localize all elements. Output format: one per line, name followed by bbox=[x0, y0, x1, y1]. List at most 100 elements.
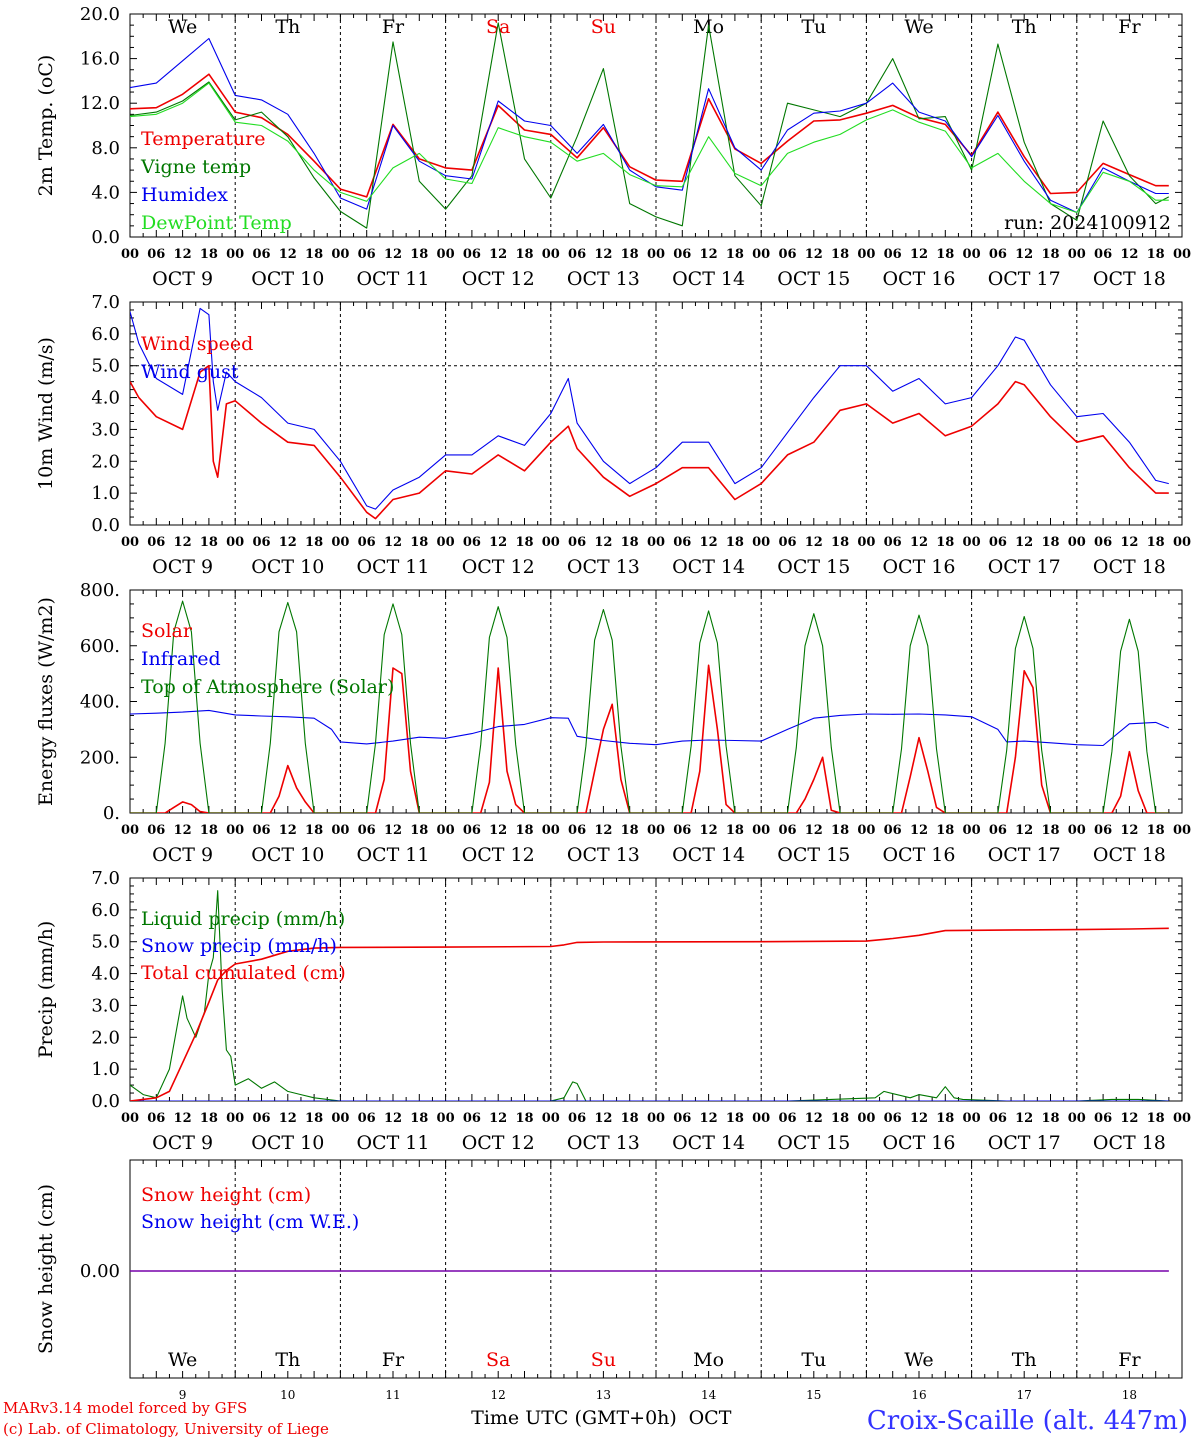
wind-hour-label: 12 bbox=[384, 535, 402, 550]
precip-hour-label: 06 bbox=[568, 1111, 586, 1126]
precip-hour-label: 12 bbox=[594, 1111, 612, 1126]
temperature-hour-label: 00 bbox=[752, 247, 770, 262]
temperature-ylabel: 2m Temp. (oC) bbox=[35, 55, 57, 197]
precip-hour-label: 00 bbox=[752, 1111, 770, 1126]
precip-date-label: OCT 15 bbox=[777, 1132, 850, 1154]
temperature-hour-label: 18 bbox=[410, 247, 428, 262]
wind-hour-label: 00 bbox=[752, 535, 770, 550]
temperature-legend-entry: Vigne temp bbox=[140, 156, 251, 178]
energy-hour-label: 06 bbox=[673, 823, 691, 838]
wind-hour-label: 00 bbox=[437, 535, 455, 550]
snow-weekday-label: Th bbox=[275, 1349, 300, 1371]
temperature-hour-label: 06 bbox=[147, 247, 165, 262]
temperature-hour-label: 06 bbox=[778, 247, 796, 262]
wind-ytick-label: 0.0 bbox=[91, 515, 120, 536]
precip-hour-label: 12 bbox=[174, 1111, 192, 1126]
energy-date-label: OCT 9 bbox=[152, 844, 213, 866]
precip-hour-label: 18 bbox=[1041, 1111, 1059, 1126]
temperature-hour-label: 12 bbox=[384, 247, 402, 262]
precip-hour-label: 12 bbox=[279, 1111, 297, 1126]
temperature-run-label: run: 2024100912 bbox=[1004, 212, 1171, 234]
wind-hour-label: 18 bbox=[515, 535, 533, 550]
wind-hour-label: 18 bbox=[726, 535, 744, 550]
model-credit: MARv3.14 model forced by GFS bbox=[3, 1399, 247, 1417]
snow-day-number: 11 bbox=[385, 1388, 400, 1402]
wind-hour-label: 12 bbox=[594, 535, 612, 550]
temperature-weekday-label: We bbox=[168, 16, 197, 38]
wind-hour-label: 18 bbox=[410, 535, 428, 550]
energy-hour-label: 00 bbox=[226, 823, 244, 838]
energy-legend-entry: Solar bbox=[141, 620, 193, 642]
wind-series-wind-gust bbox=[130, 307, 1169, 510]
temperature-hour-label: 18 bbox=[726, 247, 744, 262]
wind-ytick-label: 2.0 bbox=[91, 451, 120, 472]
precip-date-label: OCT 10 bbox=[251, 1132, 324, 1154]
precip-date-label: OCT 9 bbox=[152, 1132, 213, 1154]
precip-hour-label: 06 bbox=[778, 1111, 796, 1126]
energy-date-label: OCT 17 bbox=[988, 844, 1061, 866]
wind-hour-label: 00 bbox=[963, 535, 981, 550]
temperature-hour-label: 18 bbox=[515, 247, 533, 262]
snow-weekday-label: Su bbox=[591, 1349, 616, 1371]
temperature-hour-label: 18 bbox=[305, 247, 323, 262]
temperature-hour-label: 18 bbox=[1041, 247, 1059, 262]
snow-day-number: 12 bbox=[491, 1388, 506, 1402]
temperature-weekday-label: Fr bbox=[1118, 16, 1141, 38]
temperature-hour-label: 00 bbox=[857, 247, 875, 262]
precip-hour-label: 00 bbox=[121, 1111, 139, 1126]
temperature-hour-label: 12 bbox=[594, 247, 612, 262]
wind-hour-label: 06 bbox=[778, 535, 796, 550]
energy-date-label: OCT 11 bbox=[356, 844, 429, 866]
wind-legend-entry: Wind gust bbox=[141, 361, 239, 383]
energy-hour-label: 12 bbox=[805, 823, 823, 838]
temperature-hour-label: 18 bbox=[831, 247, 849, 262]
wind-ytick-label: 7.0 bbox=[91, 292, 120, 313]
energy-hour-label: 12 bbox=[910, 823, 928, 838]
snow-weekday-label: Th bbox=[1012, 1349, 1037, 1371]
wind-hour-label: 12 bbox=[700, 535, 718, 550]
energy-hour-label: 00 bbox=[647, 823, 665, 838]
precip-hour-label: 06 bbox=[252, 1111, 270, 1126]
wind-hour-label: 06 bbox=[1094, 535, 1112, 550]
precip-ytick-label: 6.0 bbox=[91, 900, 120, 921]
wind-date-label: OCT 15 bbox=[777, 556, 850, 578]
snow-weekday-label: Mo bbox=[693, 1349, 724, 1371]
temperature-weekday-label: Fr bbox=[382, 16, 405, 38]
temperature-date-label: OCT 13 bbox=[567, 268, 640, 290]
snow-day-number: 15 bbox=[806, 1388, 821, 1402]
precip-ytick-label: 3.0 bbox=[91, 995, 120, 1016]
wind-hour-label: 00 bbox=[1173, 535, 1191, 550]
precip-hour-label: 12 bbox=[1015, 1111, 1033, 1126]
precip-legend-entry: Snow precip (mm/h) bbox=[141, 935, 337, 957]
precip-hour-label: 18 bbox=[410, 1111, 428, 1126]
precip-ytick-label: 2.0 bbox=[91, 1027, 120, 1048]
precip-hour-label: 12 bbox=[384, 1111, 402, 1126]
precip-hour-label: 00 bbox=[1173, 1111, 1191, 1126]
temperature-hour-label: 12 bbox=[1015, 247, 1033, 262]
wind-date-label: OCT 11 bbox=[356, 556, 429, 578]
wind-hour-label: 06 bbox=[358, 535, 376, 550]
wind-hour-label: 12 bbox=[1015, 535, 1033, 550]
precip-hour-label: 00 bbox=[963, 1111, 981, 1126]
temperature-ytick-label: 20.0 bbox=[80, 4, 120, 25]
wind-hour-label: 00 bbox=[121, 535, 139, 550]
temperature-series-vigne-temp bbox=[130, 22, 1170, 229]
energy-date-label: OCT 15 bbox=[777, 844, 850, 866]
energy-ytick-label: 400. bbox=[80, 692, 120, 713]
wind-hour-label: 12 bbox=[174, 535, 192, 550]
energy-hour-label: 00 bbox=[752, 823, 770, 838]
precip-hour-label: 18 bbox=[621, 1111, 639, 1126]
precip-legend-entry: Liquid precip (mm/h) bbox=[141, 908, 345, 930]
energy-hour-label: 06 bbox=[568, 823, 586, 838]
temperature-date-label: OCT 17 bbox=[988, 268, 1061, 290]
wind-series-group bbox=[130, 307, 1169, 520]
wind-hour-label: 06 bbox=[147, 535, 165, 550]
snow-day-number: 10 bbox=[280, 1388, 295, 1402]
temperature-weekday-label: Su bbox=[591, 16, 616, 38]
precip-hour-label: 00 bbox=[1068, 1111, 1086, 1126]
wind-ytick-label: 6.0 bbox=[91, 324, 120, 345]
temperature-hour-label: 12 bbox=[805, 247, 823, 262]
energy-ytick-label: 0. bbox=[103, 803, 120, 824]
temperature-ytick-label: 0.0 bbox=[91, 227, 120, 248]
